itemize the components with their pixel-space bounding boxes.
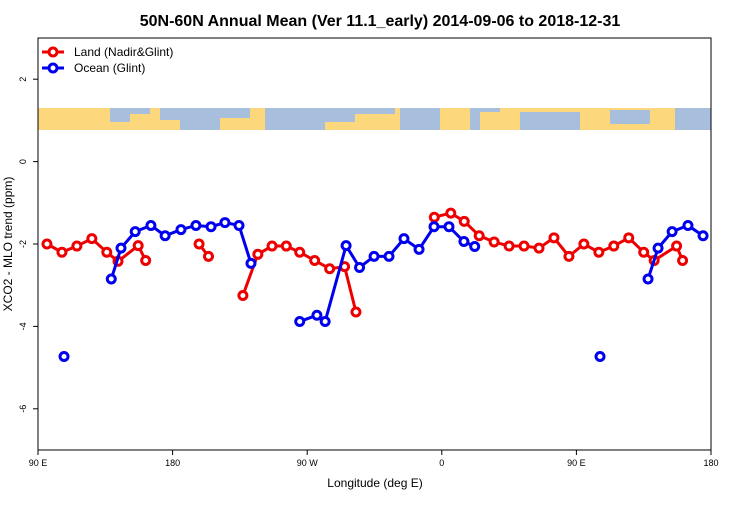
data-point — [340, 240, 352, 252]
data-point — [294, 315, 306, 327]
data-point — [129, 226, 141, 238]
y-axis-label: XCO2 - MLO trend (ppm) — [1, 177, 15, 312]
data-point — [294, 246, 306, 258]
data-point — [368, 250, 380, 262]
data-point — [638, 246, 650, 258]
data-point — [159, 230, 171, 242]
data-point — [41, 238, 53, 250]
map-band — [38, 108, 711, 130]
series-line — [46, 211, 684, 313]
x-tick-label: 90 E — [29, 458, 48, 468]
x-tick-label: 180 — [703, 458, 718, 468]
data-point — [428, 221, 440, 233]
data-point — [518, 240, 530, 252]
map-ocean — [110, 108, 711, 130]
data-point — [642, 273, 654, 285]
data-point — [533, 242, 545, 254]
data-point — [309, 254, 321, 266]
data-point — [145, 219, 157, 231]
data-point — [311, 309, 323, 321]
y-tick-label: 0 — [18, 159, 28, 164]
data-point — [473, 230, 485, 242]
data-point — [71, 240, 83, 252]
x-tick-label: 0 — [439, 458, 444, 468]
data-point — [578, 238, 590, 250]
data-point — [608, 240, 620, 252]
data-point — [252, 248, 264, 260]
data-point — [563, 250, 575, 262]
y-tick-label: -4 — [18, 322, 28, 330]
data-point — [202, 250, 214, 262]
data-point — [458, 215, 470, 227]
data-point — [398, 233, 410, 245]
x-axis-label: Longitude (deg E) — [327, 476, 422, 490]
data-point — [205, 221, 217, 233]
y-tick-label: -2 — [18, 240, 28, 248]
data-point — [115, 242, 127, 254]
data-point — [671, 240, 683, 252]
legend-label: Land (Nadir&Glint) — [74, 45, 173, 59]
data-point — [350, 306, 362, 318]
data-point — [445, 207, 457, 219]
data-point — [697, 230, 709, 242]
data-point — [677, 254, 689, 266]
data-point — [56, 246, 68, 258]
data-point — [237, 290, 249, 301]
y-tick-label: -6 — [18, 405, 28, 413]
data-point — [280, 240, 292, 252]
data-point — [458, 236, 470, 248]
data-point — [86, 233, 98, 245]
data-point — [105, 273, 117, 285]
data-point — [413, 243, 425, 255]
legend-marker — [47, 62, 59, 74]
legend-marker — [47, 46, 59, 58]
data-point — [319, 315, 331, 327]
legend-label: Ocean (Glint) — [74, 61, 145, 75]
data-point — [503, 240, 515, 252]
data-point — [593, 246, 605, 258]
data-point — [245, 257, 257, 269]
data-point — [682, 219, 694, 231]
x-tick-label: 90 W — [297, 458, 319, 468]
x-tick-label: 180 — [165, 458, 180, 468]
data-point — [443, 221, 455, 233]
data-point — [101, 246, 113, 258]
data-point — [233, 219, 245, 231]
data-point — [469, 240, 481, 252]
data-point — [175, 224, 187, 236]
data-point — [623, 232, 635, 244]
data-point — [324, 263, 336, 275]
data-point — [488, 236, 500, 248]
data-point — [132, 240, 144, 252]
data-point — [354, 261, 366, 273]
data-point — [652, 242, 664, 254]
data-point — [140, 254, 152, 266]
data-point — [666, 226, 678, 238]
data-point — [219, 217, 231, 229]
data-point — [58, 350, 70, 362]
y-tick-label: 2 — [18, 77, 28, 82]
data-point — [383, 250, 395, 262]
x-tick-label: 90 E — [567, 458, 586, 468]
data-point — [428, 211, 440, 223]
data-point — [266, 240, 278, 252]
data-point — [193, 238, 205, 250]
data-point — [594, 350, 606, 362]
chart-title: 50N-60N Annual Mean (Ver 11.1_early) 201… — [140, 13, 621, 30]
data-point — [548, 232, 560, 244]
data-point — [190, 219, 202, 231]
